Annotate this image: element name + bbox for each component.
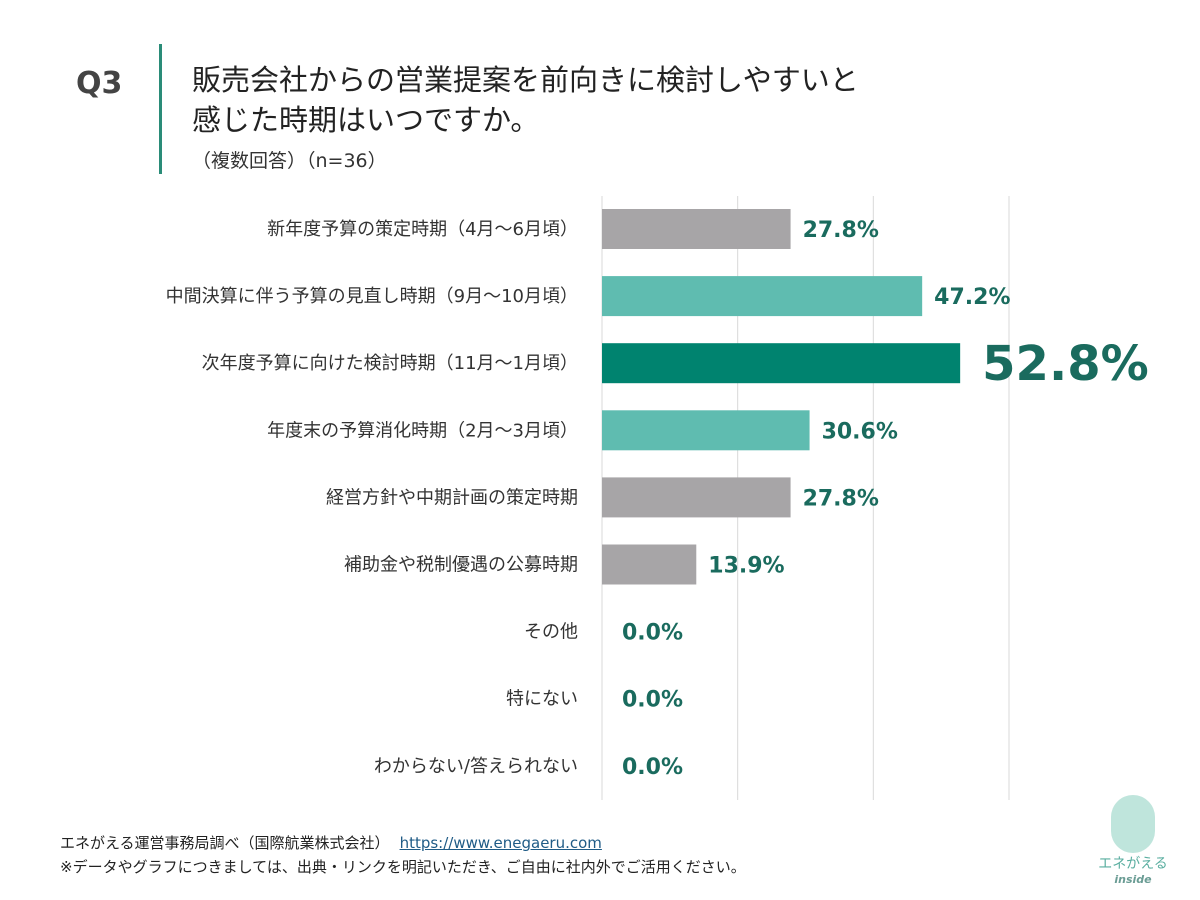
data-label: 0.0%: [622, 688, 683, 713]
category-label: 補助金や税制優遇の公募時期: [344, 555, 578, 576]
category-label: 特にない: [506, 689, 578, 710]
category-label: 新年度予算の策定時期（4月～6月頃）: [267, 219, 578, 240]
category-label: 次年度予算に向けた検討時期（11月～1月頃）: [202, 353, 578, 374]
data-label: 27.8%: [803, 218, 879, 243]
data-label: 27.8%: [803, 486, 879, 511]
usage-note: ※データやグラフにつきましては、出典・リンクを明記いただき、ご自由に社内外でご活…: [60, 858, 746, 876]
enegaeru-logo: エネがえる inside: [1098, 795, 1168, 886]
title-line-1: 販売会社からの営業提案を前向きに検討しやすいと: [192, 63, 859, 97]
category-label: その他: [524, 622, 578, 643]
bar: [602, 276, 923, 317]
data-label: 0.0%: [622, 621, 683, 646]
category-label: わからない/答えられない: [374, 756, 578, 777]
source-text: エネがえる運営事務局調べ（国際航業株式会社）: [60, 834, 390, 852]
bar: [602, 209, 791, 249]
bar: [602, 477, 791, 518]
data-label: 13.9%: [708, 554, 784, 579]
logo-sub: inside: [1114, 873, 1152, 886]
category-label: 経営方針や中期計画の策定時期: [326, 487, 578, 508]
data-label: 52.8%: [982, 336, 1149, 392]
category-label: 年度末の予算消化時期（2月～3月頃）: [267, 420, 578, 441]
title-divider: [159, 44, 162, 174]
bar: [602, 343, 961, 384]
data-label: 30.6%: [822, 419, 898, 444]
bar: [602, 410, 810, 451]
data-label: 0.0%: [622, 755, 683, 780]
bar: [602, 544, 697, 585]
question-number: Q3: [76, 66, 123, 101]
title-line-2: 感じた時期はいつですか。: [192, 103, 540, 137]
mascot-icon: [1111, 795, 1155, 853]
source-line: エネがえる運営事務局調べ（国際航業株式会社） https://www.enegae…: [60, 832, 602, 853]
chart-title: 販売会社からの営業提案を前向きに検討しやすいと 感じた時期はいつですか。: [192, 60, 859, 140]
data-label: 47.2%: [934, 285, 1010, 310]
category-label: 中間決算に伴う予算の見直し時期（9月～10月頃）: [166, 286, 578, 307]
chart-subtitle: （複数回答）（n=36）: [192, 150, 387, 172]
source-link[interactable]: https://www.enegaeru.com: [399, 834, 602, 852]
logo-text: エネがえる: [1098, 856, 1168, 872]
